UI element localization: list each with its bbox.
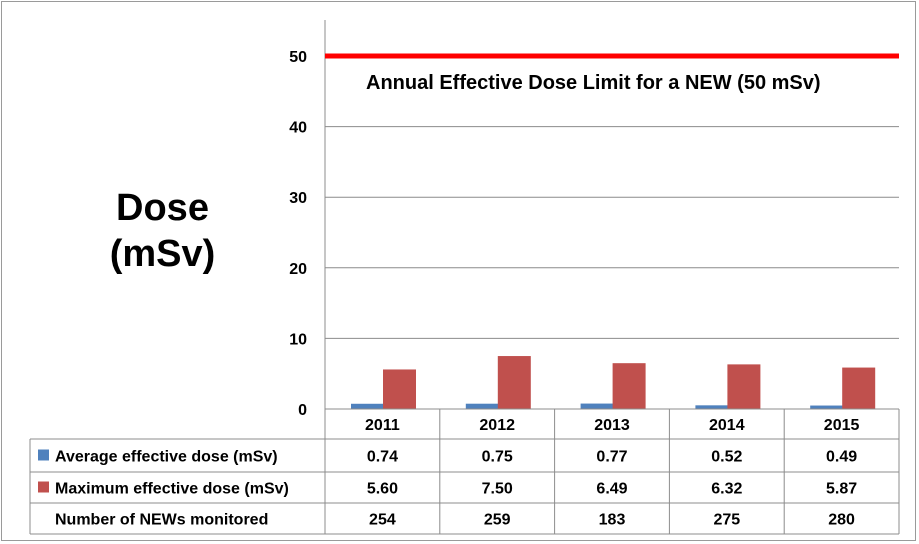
x-tick-label: 2014 xyxy=(709,417,745,434)
data-label: 0.77 xyxy=(596,449,627,466)
y-tick-label: 0 xyxy=(298,402,307,419)
bar-average xyxy=(351,403,384,409)
legend-label: Maximum effective dose (mSv) xyxy=(55,481,289,498)
data-label: 5.87 xyxy=(826,481,857,498)
extra-row-value: 280 xyxy=(828,512,855,529)
legend-key-average xyxy=(38,449,49,461)
data-label: 0.52 xyxy=(711,449,742,466)
y-tick-label: 40 xyxy=(289,120,307,137)
bar-average xyxy=(580,403,614,409)
y-axis-title: Dose (mSv) xyxy=(80,185,245,277)
bar-maximum xyxy=(497,356,531,409)
y-tick-label: 30 xyxy=(289,190,307,207)
data-label: 7.50 xyxy=(482,481,513,498)
bar-maximum xyxy=(842,367,876,409)
legend-label: Average effective dose (mSv) xyxy=(55,449,278,466)
bar-maximum xyxy=(612,363,646,409)
data-label: 0.75 xyxy=(482,449,513,466)
data-label: 0.74 xyxy=(367,449,398,466)
x-tick-label: 2013 xyxy=(594,417,630,434)
bar-maximum xyxy=(383,369,416,409)
bar-average xyxy=(465,403,499,409)
y-axis-title-line1: Dose xyxy=(116,187,209,229)
bar-average xyxy=(810,405,844,409)
data-label: 6.49 xyxy=(596,481,627,498)
data-label: 0.49 xyxy=(826,449,857,466)
y-tick-label: 50 xyxy=(289,49,307,66)
x-tick-label: 2012 xyxy=(479,417,515,434)
extra-row-value: 183 xyxy=(599,512,626,529)
x-tick-label: 2011 xyxy=(365,417,400,434)
extra-row-label: Number of NEWs monitored xyxy=(55,512,268,529)
extra-row-value: 254 xyxy=(369,512,396,529)
reference-line-label: Annual Effective Dose Limit for a NEW (5… xyxy=(366,72,821,94)
bar-maximum xyxy=(727,364,761,409)
extra-row-value: 259 xyxy=(484,512,511,529)
y-tick-label: 20 xyxy=(289,261,307,278)
data-label: 5.60 xyxy=(367,481,398,498)
data-label: 6.32 xyxy=(711,481,742,498)
y-axis-title-line2: (mSv) xyxy=(109,233,216,275)
y-tick-label: 10 xyxy=(289,331,307,348)
x-tick-label: 2015 xyxy=(824,417,860,434)
bar-average xyxy=(695,405,729,409)
legend-key-maximum xyxy=(38,481,49,493)
extra-row-value: 275 xyxy=(713,512,740,529)
